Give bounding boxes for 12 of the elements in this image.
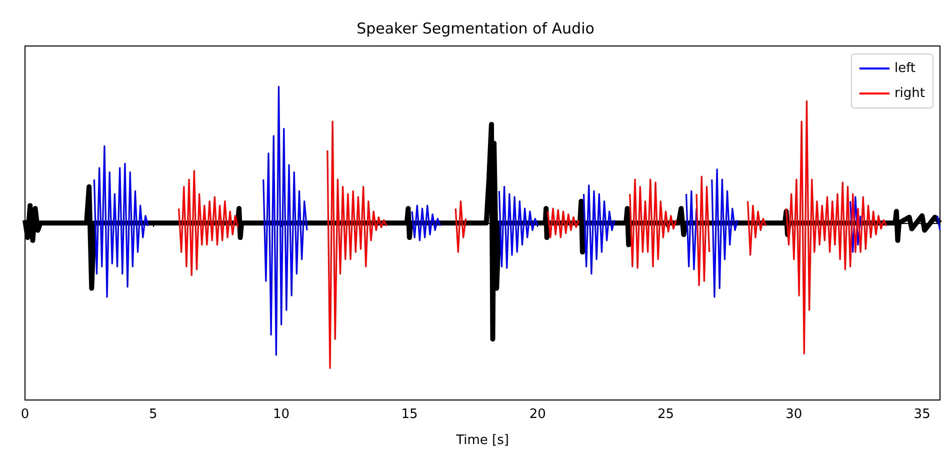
legend-label: left <box>894 61 916 76</box>
chart-title: Speaker Segmentation of Audio <box>356 20 594 38</box>
x-tick-label: 30 <box>786 407 802 422</box>
x-tick-label: 0 <box>20 407 30 422</box>
x-tick-label: 20 <box>529 407 546 422</box>
x-tick-label: 10 <box>273 407 290 422</box>
x-tick-label: 5 <box>149 407 158 422</box>
x-axis-title: Time [s] <box>455 433 509 448</box>
x-tick-label: 35 <box>914 407 930 422</box>
x-tick-label: 25 <box>657 407 674 422</box>
x-tick-label: 15 <box>401 407 418 422</box>
legend-label: right <box>894 86 925 101</box>
